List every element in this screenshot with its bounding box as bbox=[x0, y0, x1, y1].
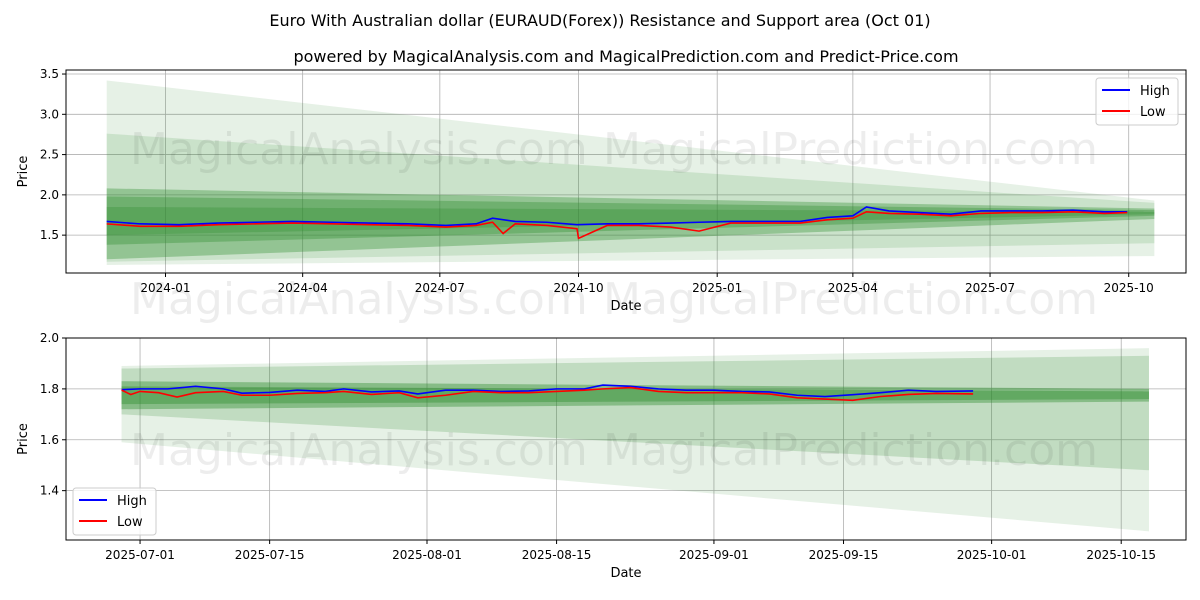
y-tick-label: 1.6 bbox=[40, 433, 59, 447]
y-axis-label: Price bbox=[16, 156, 31, 188]
series-line-low bbox=[121, 386, 974, 402]
x-tick-label: 2025-01 bbox=[692, 281, 742, 295]
x-tick-label: 2025-08-15 bbox=[522, 548, 592, 562]
x-tick-label: 2025-07-15 bbox=[235, 548, 305, 562]
watermark: MagicalAnalysis.com bbox=[130, 274, 588, 325]
top-chart: 1.5 2.0 2.5 3.0 3.5 2024-01 2024-04 2024-07 2024… bbox=[16, 67, 1187, 314]
watermark: MagicalAnalysis.com bbox=[130, 425, 588, 476]
x-axis-label: Date bbox=[610, 299, 641, 314]
x-tick-label: 2025-10-01 bbox=[957, 548, 1027, 562]
axes-frame bbox=[65, 69, 1187, 274]
y-tick-label: 1.4 bbox=[40, 484, 59, 498]
x-tick-label: 2025-09-15 bbox=[809, 548, 879, 562]
y-tick-label: 2.5 bbox=[40, 148, 59, 162]
x-tick-label: 2025-09-01 bbox=[679, 548, 749, 562]
y-tick-label: 1.8 bbox=[40, 382, 59, 396]
y-tick-label: 3.5 bbox=[40, 67, 59, 81]
support-resistance-band bbox=[121, 381, 1149, 410]
support-resistance-band bbox=[121, 386, 1149, 405]
series-line-low bbox=[106, 210, 1128, 240]
axes-frame bbox=[65, 337, 1187, 541]
chart-subtitle: powered by MagicalAnalysis.com and Magic… bbox=[293, 47, 958, 66]
x-tick-label: 2024-01 bbox=[140, 281, 190, 295]
y-tick-label: 2.0 bbox=[40, 188, 59, 202]
bottom-chart: 1.4 1.6 1.8 2.0 2025-07-01 2025-07-15 2025-08-… bbox=[16, 331, 1187, 581]
y-tick-label: 1.5 bbox=[40, 228, 59, 242]
x-tick-label: 2024-10 bbox=[553, 281, 603, 295]
support-resistance-band bbox=[106, 133, 1155, 262]
watermarks: MagicalAnalysis.com MagicalPrediction.co… bbox=[130, 124, 1098, 476]
legend: High Low bbox=[72, 487, 157, 536]
x-tick-label: 2025-08-01 bbox=[392, 548, 462, 562]
x-tick-label: 2025-04 bbox=[828, 281, 878, 295]
x-tick-label: 2025-10-15 bbox=[1086, 548, 1156, 562]
support-resistance-band bbox=[106, 196, 1155, 245]
legend-label: High bbox=[117, 494, 147, 509]
y-axis-label: Price bbox=[16, 423, 31, 455]
y-tick-label: 3.0 bbox=[40, 107, 59, 121]
x-tick-label: 2024-04 bbox=[278, 281, 328, 295]
x-tick-label: 2025-07-01 bbox=[105, 548, 175, 562]
x-tick-label: 2025-07 bbox=[965, 281, 1015, 295]
support-resistance-band bbox=[106, 80, 1155, 265]
legend-label: High bbox=[1140, 84, 1170, 99]
x-tick-label: 2024-07 bbox=[415, 281, 465, 295]
series-line-high bbox=[121, 384, 974, 398]
watermark: MagicalAnalysis.com bbox=[130, 124, 588, 175]
legend: High Low bbox=[1095, 77, 1179, 126]
series-line-high bbox=[106, 206, 1128, 227]
legend-label: Low bbox=[117, 515, 143, 530]
legend-label: Low bbox=[1140, 105, 1166, 120]
support-resistance-band bbox=[121, 355, 1149, 471]
x-tick-label: 2025-10 bbox=[1104, 281, 1154, 295]
y-tick-label: 2.0 bbox=[40, 331, 59, 345]
watermark: MagicalPrediction.com bbox=[603, 124, 1098, 175]
chart-title: Euro With Australian dollar (EURAUD(Fore… bbox=[269, 11, 930, 30]
watermark: MagicalPrediction.com bbox=[603, 425, 1098, 476]
x-axis-label: Date bbox=[610, 566, 641, 581]
watermark: MagicalPrediction.com bbox=[603, 274, 1098, 325]
